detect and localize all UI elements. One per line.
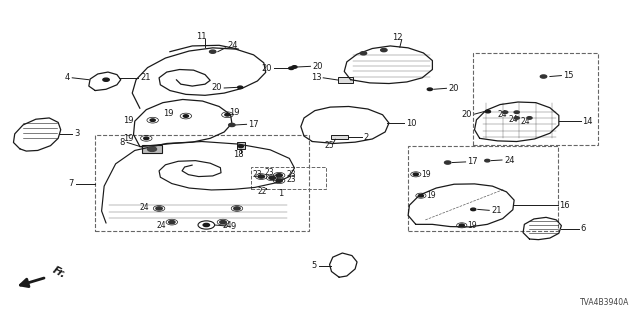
Text: 19: 19 bbox=[123, 134, 134, 143]
Text: 15: 15 bbox=[563, 71, 574, 80]
Text: 4: 4 bbox=[65, 73, 70, 82]
Text: 24: 24 bbox=[497, 110, 507, 119]
Circle shape bbox=[234, 207, 240, 210]
Text: 20: 20 bbox=[312, 62, 323, 71]
Text: 1: 1 bbox=[278, 189, 284, 198]
Circle shape bbox=[228, 123, 235, 126]
Circle shape bbox=[484, 159, 490, 162]
Circle shape bbox=[169, 220, 175, 224]
Circle shape bbox=[150, 119, 156, 122]
Text: 16: 16 bbox=[559, 201, 570, 210]
Circle shape bbox=[527, 117, 532, 119]
Text: 20: 20 bbox=[449, 84, 459, 93]
Text: 19: 19 bbox=[163, 109, 173, 118]
Circle shape bbox=[413, 173, 419, 176]
Circle shape bbox=[203, 223, 209, 227]
Circle shape bbox=[470, 208, 476, 211]
Text: 6: 6 bbox=[580, 224, 586, 233]
Circle shape bbox=[381, 49, 387, 52]
Text: 19: 19 bbox=[229, 108, 240, 117]
Text: 25: 25 bbox=[324, 141, 334, 150]
Text: 21: 21 bbox=[491, 206, 502, 215]
Circle shape bbox=[445, 161, 451, 164]
Text: 24: 24 bbox=[520, 117, 530, 126]
Circle shape bbox=[460, 224, 465, 227]
Text: 12: 12 bbox=[392, 33, 403, 42]
Text: 24: 24 bbox=[508, 115, 518, 124]
Bar bbox=[408, 146, 558, 231]
Text: 22: 22 bbox=[258, 187, 268, 196]
Circle shape bbox=[144, 137, 149, 140]
Text: 11: 11 bbox=[196, 32, 207, 41]
Text: 2: 2 bbox=[364, 132, 369, 141]
Circle shape bbox=[103, 78, 109, 81]
Text: 23: 23 bbox=[287, 175, 296, 184]
Text: 17: 17 bbox=[467, 157, 478, 166]
Circle shape bbox=[514, 117, 519, 119]
Text: 10: 10 bbox=[406, 119, 417, 128]
Circle shape bbox=[237, 86, 243, 89]
Text: 23: 23 bbox=[264, 168, 274, 177]
Circle shape bbox=[419, 195, 424, 197]
Bar bbox=[95, 134, 309, 231]
Text: 9: 9 bbox=[230, 222, 236, 231]
Text: TVA4B3940A: TVA4B3940A bbox=[580, 298, 630, 307]
Text: 20: 20 bbox=[261, 64, 271, 73]
Circle shape bbox=[360, 52, 367, 55]
Text: 24: 24 bbox=[140, 203, 149, 212]
Text: 24: 24 bbox=[227, 41, 238, 51]
Text: 19: 19 bbox=[467, 221, 477, 230]
Circle shape bbox=[292, 66, 297, 68]
Circle shape bbox=[289, 67, 294, 69]
Text: 19: 19 bbox=[421, 170, 431, 179]
Circle shape bbox=[258, 175, 264, 178]
Circle shape bbox=[502, 111, 508, 114]
Circle shape bbox=[225, 114, 230, 116]
Text: 7: 7 bbox=[68, 180, 74, 188]
Bar bbox=[332, 135, 348, 139]
Text: 8: 8 bbox=[120, 138, 125, 147]
Circle shape bbox=[276, 174, 282, 177]
Circle shape bbox=[540, 75, 547, 78]
Text: 24: 24 bbox=[223, 221, 232, 230]
Bar bbox=[143, 145, 162, 153]
Circle shape bbox=[220, 220, 226, 224]
Circle shape bbox=[156, 207, 163, 210]
Text: 23: 23 bbox=[253, 170, 262, 179]
Bar bbox=[473, 53, 598, 145]
Text: 21: 21 bbox=[140, 73, 150, 82]
Text: 5: 5 bbox=[312, 261, 317, 270]
Circle shape bbox=[428, 88, 433, 91]
Text: 3: 3 bbox=[74, 129, 79, 138]
Bar bbox=[338, 77, 353, 83]
Text: 24: 24 bbox=[157, 221, 166, 230]
Text: 14: 14 bbox=[582, 116, 593, 126]
Text: 13: 13 bbox=[310, 73, 321, 82]
Text: 24: 24 bbox=[504, 156, 515, 164]
Circle shape bbox=[183, 115, 188, 117]
Circle shape bbox=[514, 111, 519, 114]
Text: Fr.: Fr. bbox=[51, 265, 67, 281]
Text: 19: 19 bbox=[123, 116, 134, 125]
Text: 17: 17 bbox=[248, 120, 259, 129]
Circle shape bbox=[209, 50, 216, 53]
Text: 20: 20 bbox=[211, 84, 221, 92]
Circle shape bbox=[485, 110, 490, 113]
Circle shape bbox=[276, 179, 282, 182]
Bar bbox=[251, 167, 326, 189]
Text: 23: 23 bbox=[287, 170, 296, 179]
Text: 20: 20 bbox=[461, 110, 472, 119]
Text: 18: 18 bbox=[233, 150, 244, 159]
Text: 19: 19 bbox=[426, 191, 436, 200]
Circle shape bbox=[148, 147, 157, 151]
Circle shape bbox=[238, 145, 243, 148]
Bar bbox=[237, 142, 245, 149]
Circle shape bbox=[269, 176, 275, 180]
